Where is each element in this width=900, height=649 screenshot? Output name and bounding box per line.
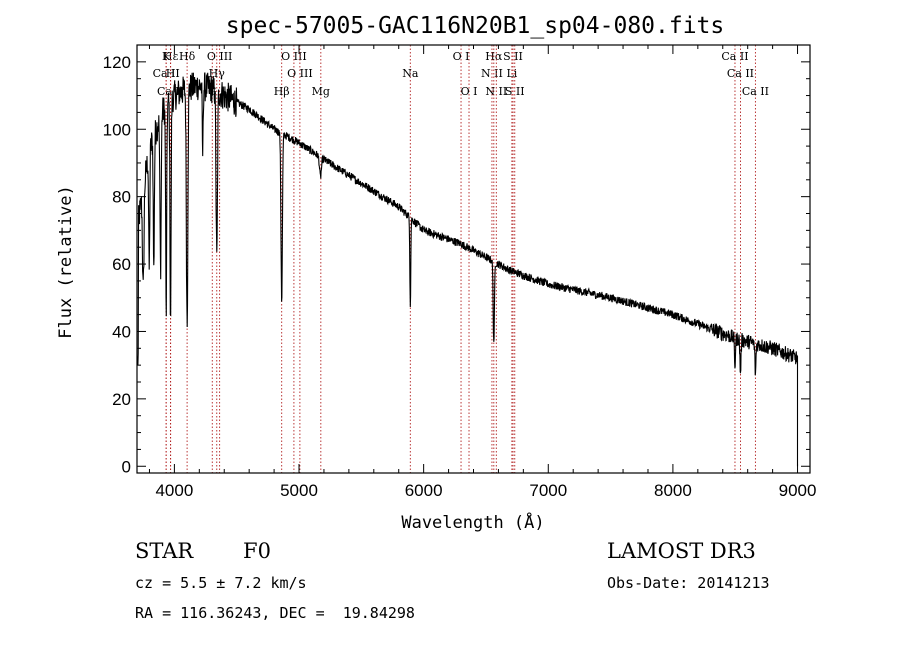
line-marker-label: S II [505,85,525,98]
line-marker-label: N II [485,85,507,98]
line-marker-label: O III [287,67,313,80]
x-tick-label: 7000 [529,481,567,500]
line-marker-label: K [162,50,171,63]
line-marker-label: N II [481,67,503,80]
y-tick-label: 100 [103,120,131,139]
line-marker-label: O III [281,50,307,63]
x-tick-label: 4000 [155,481,193,500]
line-marker-label: Mg [312,85,330,98]
line-marker-label: H [166,67,176,80]
x-axis-label: Wavelength (Å) [401,511,544,533]
line-marker-label: Hδ [179,50,196,63]
coordinates-text: RA = 116.36243, DEC = 19.84298 [135,604,415,622]
line-marker-label: Li [506,67,517,80]
line-marker-label: Na [402,67,419,80]
obs-date-text: Obs-Date: 20141213 [607,574,770,592]
y-axis-label: Flux (relative) [56,185,76,339]
axis-ticks: 4000 5000 6000 7000 8000 9000 0 20 40 60 80 100 120 [103,45,817,500]
y-tick-label: 0 [122,457,131,476]
line-marker-label: O I [461,85,478,98]
line-marker-label: S II [503,50,523,63]
x-tick-label: 5000 [280,481,318,500]
redshift-text: cz = 5.5 ± 7.2 km/s [135,574,307,592]
y-tick-label: 80 [112,188,131,207]
y-tick-label: 20 [112,390,131,409]
x-tick-label: 9000 [779,481,817,500]
line-marker-label: O III [207,50,233,63]
chart-title: spec-57005-GAC116N20B1_sp04-080.fits [226,13,725,39]
line-marker-label: Ca II [742,85,769,98]
spectrum-line [137,72,799,467]
object-subclass: F0 [243,539,271,563]
line-marker-label: O I [453,50,470,63]
object-class: STAR [135,539,194,563]
line-marker-label: Hβ [274,85,290,98]
y-tick-label: 40 [112,322,131,341]
survey-name: LAMOST DR3 [607,539,756,563]
line-marker-label: Hα [485,50,503,63]
line-marker-label: Ca II [721,50,748,63]
x-tick-label: 8000 [654,481,692,500]
plot-frame [136,44,811,474]
x-tick-label: 6000 [405,481,443,500]
y-tick-label: 60 [112,255,131,274]
line-marker-label: Ca II [727,67,754,80]
y-tick-label: 120 [103,53,131,72]
